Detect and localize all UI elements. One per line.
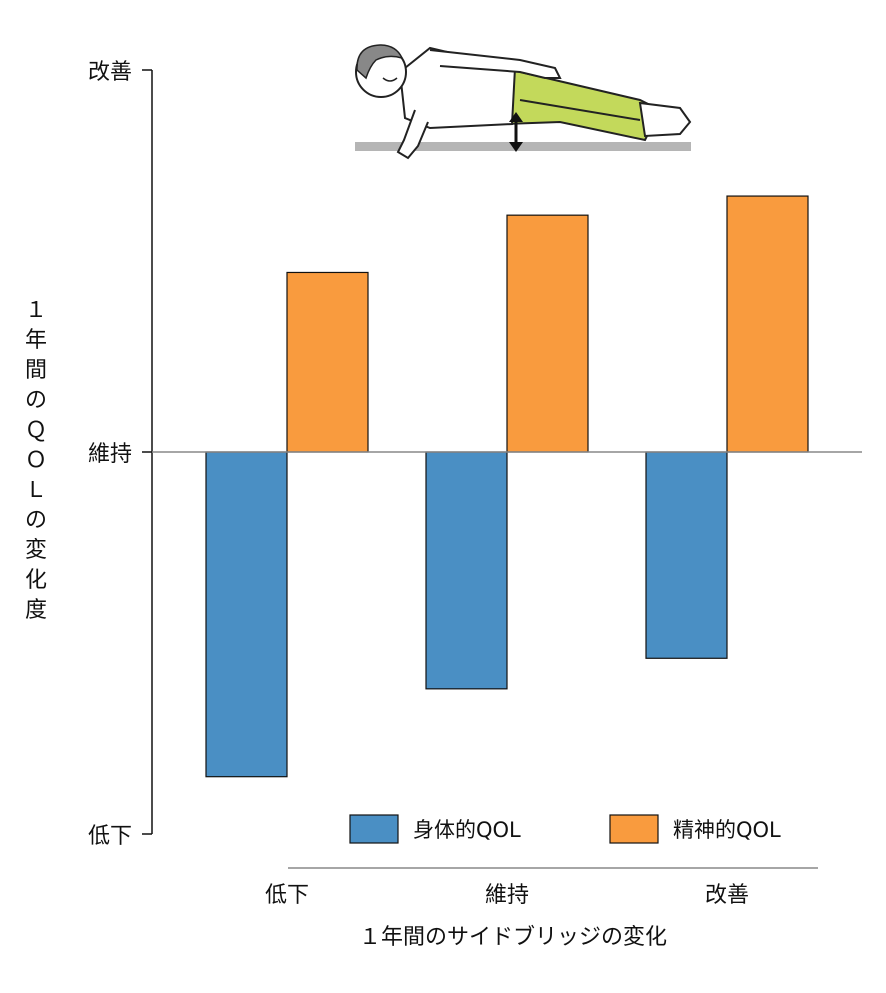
bar-physical-2 <box>645 451 728 659</box>
bars <box>205 195 809 778</box>
y-axis-label-char: の <box>24 388 47 413</box>
y-tick-label-top: 改善 <box>88 60 132 85</box>
x-axis-label: １年間のサイドブリッジの変化 <box>359 925 667 950</box>
y-axis-label-char: １ <box>24 298 47 323</box>
bar-mental-2 <box>726 195 809 453</box>
y-axis-label-char: Ｌ <box>24 478 47 503</box>
y-axis-label-char: 化 <box>24 568 47 593</box>
legend-swatch-physical <box>349 814 399 844</box>
x-tick-label-0: 低下 <box>265 883 309 908</box>
y-axis-label-char: の <box>24 508 47 533</box>
legend-swatch-mental <box>609 814 659 844</box>
x-tick-label-2: 改善 <box>705 883 749 908</box>
x-tick-label-1: 維持 <box>485 883 529 908</box>
bar-physical-0 <box>205 451 288 778</box>
y-axis-label-char: Ｑ <box>24 418 47 443</box>
y-axis-label-char: 変 <box>24 538 47 563</box>
y-axis-label-char: Ｏ <box>24 448 47 473</box>
bar-physical-1 <box>425 451 508 690</box>
legend-label-mental: 精神的QOL <box>673 818 781 842</box>
side-bridge-illustration <box>355 44 692 160</box>
legend: 身体的QOL 精神的QOL <box>349 814 781 844</box>
bar-mental-1 <box>506 214 589 453</box>
legend-label-physical: 身体的QOL <box>413 818 521 842</box>
y-axis-label-char: 間 <box>24 358 47 383</box>
y-tick-label-mid: 維持 <box>88 442 132 467</box>
y-axis-label-char: 年 <box>24 328 47 353</box>
y-tick-label-bottom: 低下 <box>88 824 132 849</box>
bar-mental-0 <box>286 271 369 453</box>
y-axis-label-char: 度 <box>24 598 47 623</box>
x-tick-labels: 低下 維持 改善 <box>265 883 749 908</box>
